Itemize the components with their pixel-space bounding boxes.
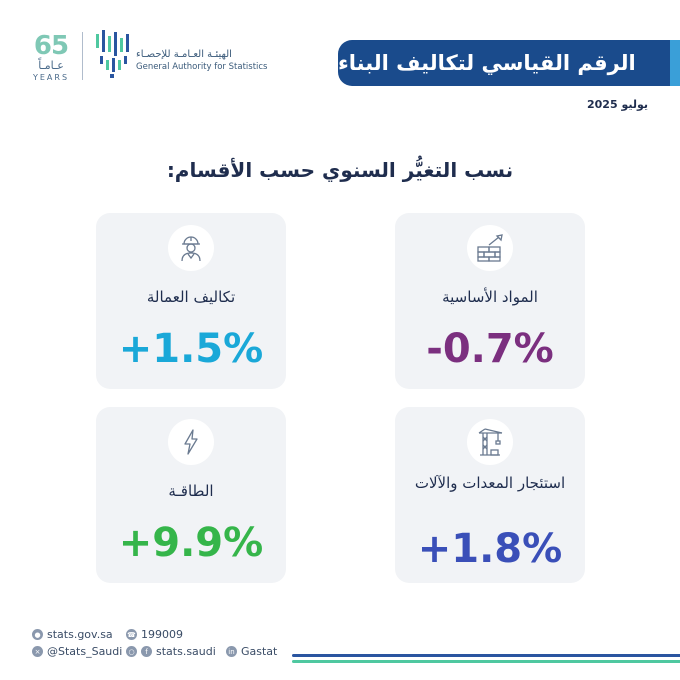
card-value: +9.9%	[118, 520, 264, 566]
bricks-trowel-icon	[477, 234, 503, 262]
header-logos: 65 عـامـاً YEARS الهيئـة العـامـة للإحصـ…	[28, 28, 288, 88]
logo-divider	[82, 32, 83, 80]
gastat-logo-icon	[96, 30, 129, 78]
phone-icon: ☎	[126, 629, 137, 640]
crane-icon	[478, 428, 503, 456]
card-equipment-rental: استئجار المعدات والآلات +1.8%	[395, 407, 585, 583]
card-basic-materials: المواد الأساسية -0.7%	[395, 213, 585, 389]
facebook-icon: f	[141, 646, 152, 657]
title-banner: الرقم القياسي لتكاليف البناء	[338, 40, 680, 86]
gastat-name-arabic: الهيئـة العـامـة للإحصـاء	[136, 49, 232, 60]
instagram-icon: ○	[126, 646, 137, 657]
footer-accent-line-green	[292, 660, 680, 663]
icon-circle	[467, 419, 513, 465]
website-text: stats.gov.sa	[47, 628, 113, 641]
card-value: +1.5%	[118, 326, 264, 372]
gastat-name-english: General Authority for Statistics	[136, 62, 268, 72]
footer-accent-line-blue	[292, 654, 680, 657]
instagram-facebook-text: stats.saudi	[156, 645, 216, 658]
card-label: استئجار المعدات والآلات	[414, 474, 566, 492]
footer-phone[interactable]: ☎ 199009	[126, 628, 183, 641]
anniversary-number: 65	[33, 31, 69, 61]
x-twitter-icon: ×	[32, 646, 43, 657]
footer-instagram-facebook[interactable]: ○ f stats.saudi	[126, 645, 216, 658]
icon-circle	[168, 225, 214, 271]
linkedin-icon: in	[226, 646, 237, 657]
anniversary-65-logo: 65 عـامـاً YEARS	[28, 32, 74, 84]
linkedin-text: Gastat	[241, 645, 278, 658]
twitter-text: @Stats_Saudi	[47, 645, 123, 658]
card-value: +1.8%	[417, 526, 563, 572]
card-label: الطاقـة	[168, 482, 214, 500]
worker-helmet-icon	[181, 236, 201, 262]
icon-circle	[168, 419, 214, 465]
release-date: يوليو 2025	[587, 98, 648, 111]
card-label: تكاليف العمالة	[146, 288, 236, 306]
page-title: الرقم القياسي لتكاليف البناء	[338, 51, 636, 75]
anniversary-english: YEARS	[32, 73, 70, 82]
footer-website[interactable]: ● stats.gov.sa	[32, 628, 113, 641]
gastat-name: الهيئـة العـامـة للإحصـاء General Author…	[136, 48, 286, 73]
footer-linkedin[interactable]: in Gastat	[226, 645, 277, 658]
section-heading: نسب التغيُّر السنوي حسب الأقسام:	[166, 158, 514, 182]
lightning-icon	[184, 429, 198, 455]
card-value: -0.7%	[426, 326, 554, 372]
card-labor-costs: تكاليف العمالة +1.5%	[96, 213, 286, 389]
icon-circle	[467, 225, 513, 271]
anniversary-arabic: عـامـاً	[38, 59, 64, 72]
card-energy: الطاقـة +9.9%	[96, 407, 286, 583]
card-label: المواد الأساسية	[442, 288, 538, 306]
phone-text: 199009	[141, 628, 183, 641]
footer-twitter[interactable]: × @Stats_Saudi	[32, 645, 122, 658]
globe-icon: ●	[32, 629, 43, 640]
